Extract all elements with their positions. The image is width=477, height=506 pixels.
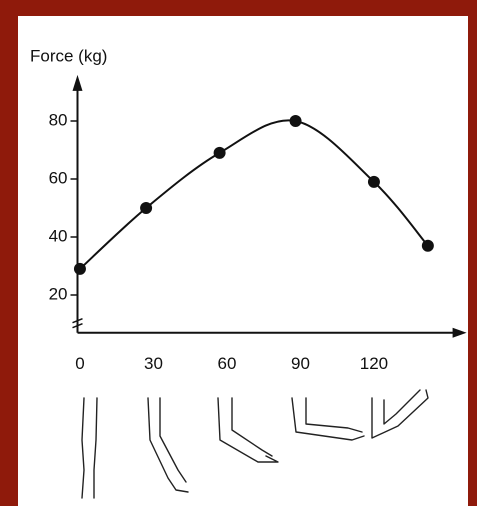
point (213, 146, 226, 159)
panel (18, 16, 468, 506)
point (73, 262, 86, 275)
arm-sketches (81, 389, 429, 499)
y-axis-label: Force (kg) (30, 46, 107, 65)
point (140, 202, 153, 214)
y-arrow (72, 74, 83, 91)
point (289, 115, 302, 127)
line (79, 119, 429, 270)
x-tick-label: 120 (360, 354, 388, 373)
x-tick-label: 0 (75, 354, 84, 373)
x-tick-label: 30 (144, 354, 163, 373)
y-tick-label: 20 (49, 284, 68, 303)
point (367, 175, 380, 188)
x-tick-label: 90 (291, 354, 310, 373)
y-tick-label: 60 (49, 168, 68, 187)
point (421, 239, 434, 252)
x-arrow (452, 327, 467, 338)
axis-break (72, 318, 83, 329)
x-tick-label: 60 (217, 354, 236, 373)
y-tick-label: 80 (49, 110, 68, 129)
y-tick-label: 40 (49, 226, 68, 245)
